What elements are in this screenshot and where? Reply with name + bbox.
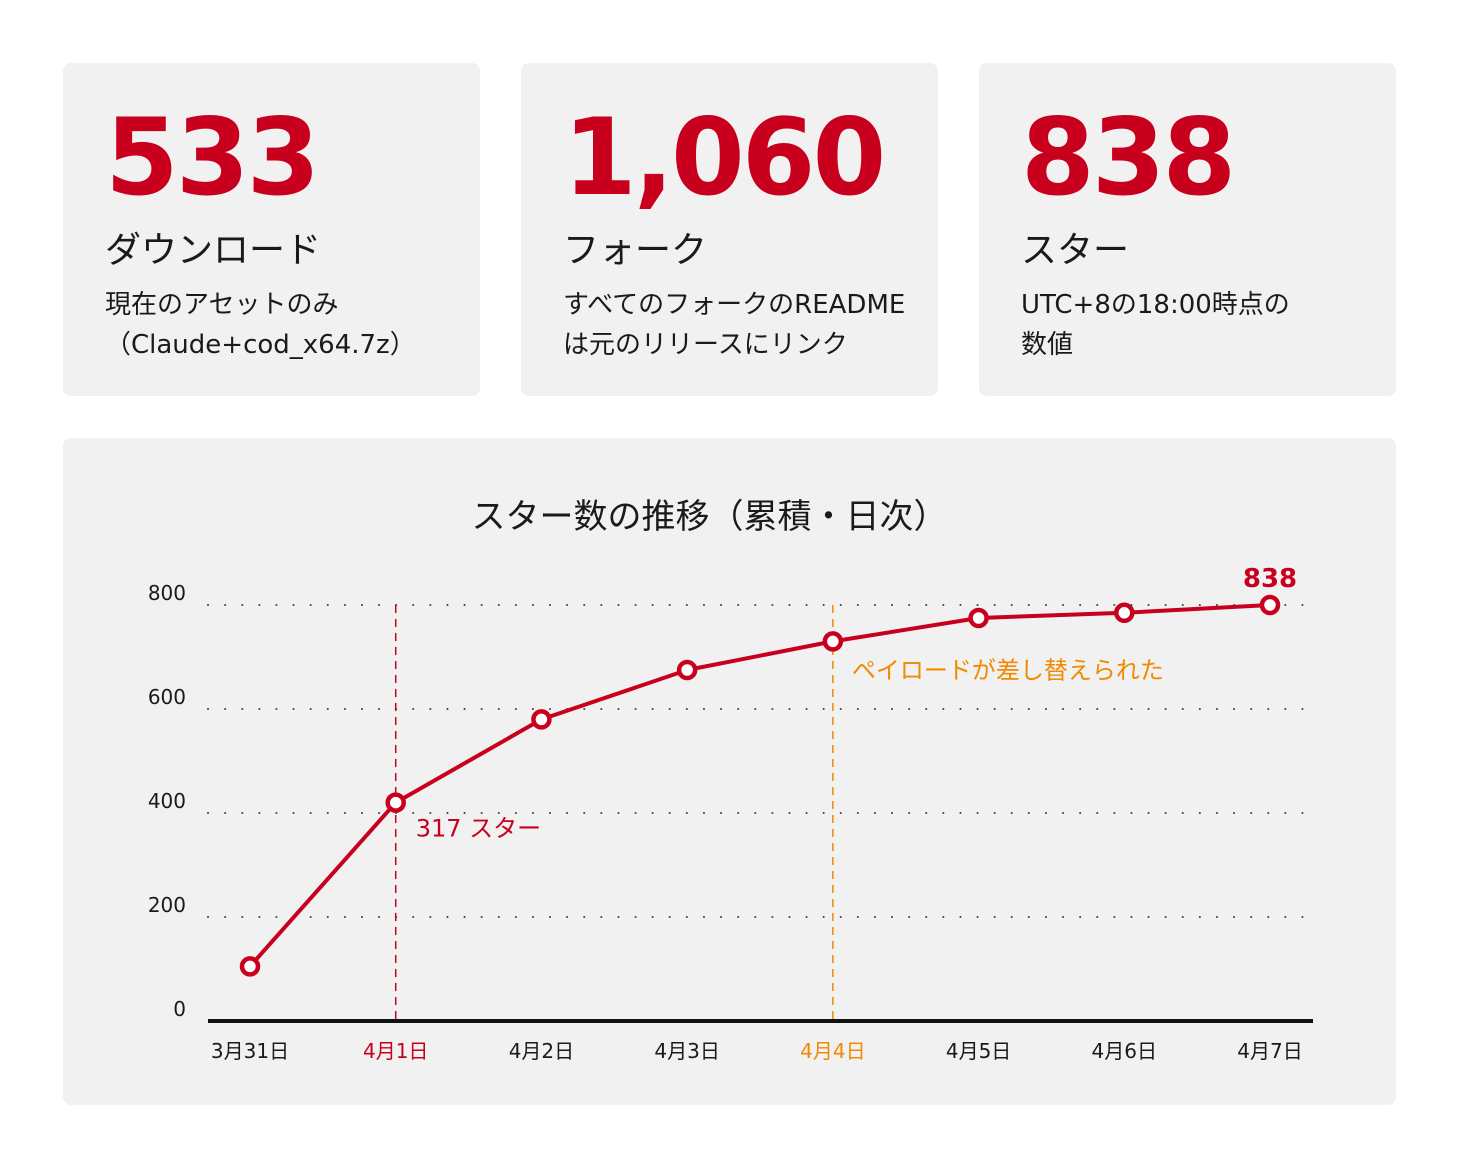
- annotation-label: 317 スター: [416, 815, 541, 843]
- stat-label: フォーク: [563, 230, 708, 271]
- data-point: [1259, 594, 1281, 616]
- stat-label: スター: [1021, 230, 1130, 271]
- stat-card-forks: 1,060 フォーク すべてのフォークのREADME は元のリリースにリンク: [521, 63, 938, 396]
- y-tick-label: 400: [148, 789, 186, 813]
- stat-description: UTC+8の18:00時点の 数値: [1021, 290, 1290, 360]
- stat-value: 838: [1021, 96, 1236, 219]
- x-tick-label: 4月2日: [509, 1039, 574, 1063]
- x-tick-label: 3月31日: [211, 1039, 289, 1063]
- stat-card-stars: 838 スター UTC+8の18:00時点の 数値: [979, 63, 1396, 396]
- series-line: [248, 603, 1271, 968]
- x-tick-label: 4月4日: [800, 1039, 865, 1063]
- x-tick-label: 4月1日: [363, 1039, 428, 1063]
- annotation-label: ペイロードが差し替えられた: [852, 656, 1164, 684]
- data-point: [822, 631, 844, 652]
- data-point: [676, 659, 698, 681]
- end-value-label: 838: [1243, 564, 1297, 594]
- y-tick-label: 600: [148, 685, 186, 709]
- x-tick-label: 4月5日: [946, 1039, 1011, 1063]
- data-point: [385, 792, 406, 813]
- data-point: [531, 709, 552, 730]
- stat-value: 533: [105, 96, 320, 219]
- y-tick-label: 0: [173, 997, 186, 1021]
- stat-description: 現在のアセットのみ （Claude+cod_x64.7z）: [105, 290, 416, 360]
- x-tick-label: 4月3日: [654, 1039, 719, 1063]
- stat-card-downloads: 533 ダウンロード 現在のアセットのみ （Claude+cod_x64.7z）: [63, 63, 480, 396]
- x-tick-label: 4月7日: [1237, 1039, 1302, 1063]
- data-point: [239, 956, 261, 977]
- stat-label: ダウンロード: [105, 230, 322, 271]
- stat-value: 1,060: [563, 96, 886, 219]
- data-point: [968, 607, 989, 629]
- data-point: [1114, 602, 1135, 624]
- stat-description: すべてのフォークのREADME は元のリリースにリンク: [563, 290, 906, 360]
- y-tick-label: 200: [148, 893, 186, 917]
- star-history-chart-panel: スター数の推移（累積・日次） 0 200 400 600 800 3月31日 4月1日 4月2…: [63, 438, 1396, 1105]
- x-tick-label: 4月6日: [1092, 1039, 1157, 1063]
- chart-title: スター数の推移（累積・日次）: [471, 497, 948, 537]
- star-history-chart: 0 200 400 600 800 3月31日 4月1日 4月2日 4月3日 4月4日 4月5日 4月…: [148, 564, 1314, 1063]
- y-tick-label: 800: [148, 581, 186, 605]
